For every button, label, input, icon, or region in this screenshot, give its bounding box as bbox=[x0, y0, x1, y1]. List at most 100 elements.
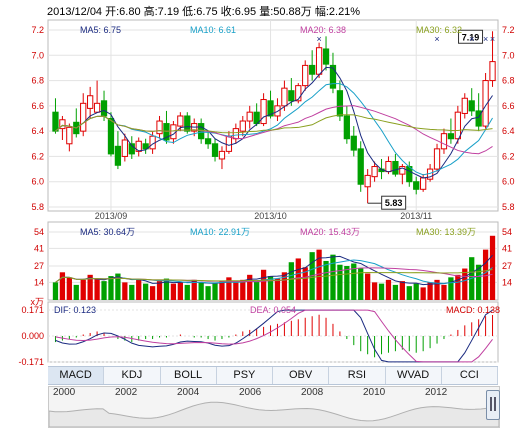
tab-kdj[interactable]: KDJ bbox=[104, 367, 161, 384]
candle-body bbox=[114, 145, 122, 166]
macd-ytick: 0.000 bbox=[21, 331, 44, 341]
volume-bar bbox=[371, 282, 378, 300]
volume-bar bbox=[448, 277, 454, 300]
volume-ytick-left: 54 bbox=[34, 227, 44, 237]
candle-body bbox=[343, 115, 350, 140]
volume-axis-labels: 54 54 41 41 27 27 14 14 x万 bbox=[30, 227, 512, 307]
volume-bar bbox=[191, 279, 197, 300]
candle-body bbox=[100, 100, 108, 117]
macd-axis-labels: 0.171 0.000 -0.171 bbox=[18, 305, 44, 366]
candle-body bbox=[204, 138, 212, 145]
volume-ytick-right: 54 bbox=[502, 227, 512, 237]
volume-bar bbox=[385, 279, 392, 300]
ma5-line bbox=[55, 66, 493, 179]
tab-boll[interactable]: BOLL bbox=[161, 367, 217, 384]
volume-legend-item: MA5: 30.64万 bbox=[80, 227, 135, 237]
price-ytick-left: 5.8 bbox=[31, 202, 44, 212]
macd-panel-frame bbox=[47, 301, 499, 363]
candle-body bbox=[440, 133, 448, 150]
volume-bar bbox=[399, 281, 405, 300]
navigator-year-label: 2006 bbox=[239, 387, 262, 398]
volume-bar bbox=[108, 276, 114, 300]
price-ytick-left: 6.2 bbox=[31, 151, 44, 161]
candle-body bbox=[232, 128, 239, 140]
candle-body bbox=[482, 80, 489, 127]
macd-ytick: -0.171 bbox=[18, 357, 44, 366]
volume-bar bbox=[226, 277, 232, 300]
volume-bar bbox=[177, 282, 183, 300]
volume-bar bbox=[330, 254, 336, 300]
volume-bar bbox=[87, 274, 93, 300]
volume-bar bbox=[73, 284, 79, 300]
event-marker-icon: × bbox=[434, 34, 439, 44]
event-marker-icon: × bbox=[490, 34, 495, 44]
navigator-sparkline bbox=[49, 401, 499, 427]
dea-line bbox=[55, 309, 493, 363]
event-marker-icon: × bbox=[316, 34, 321, 44]
candle-body bbox=[420, 177, 427, 190]
volume-bar bbox=[219, 281, 225, 300]
time-navigator[interactable]: 2000 2002 2004 2006 2008 2010 2012 bbox=[48, 386, 500, 428]
volume-bar bbox=[260, 269, 267, 300]
candle-body bbox=[107, 118, 115, 155]
candle-body bbox=[371, 166, 378, 178]
volume-bar bbox=[441, 284, 447, 300]
price-ytick-left: 7.0 bbox=[31, 50, 44, 60]
candle-body bbox=[177, 115, 184, 127]
candle-body bbox=[357, 148, 364, 185]
volume-bar bbox=[476, 264, 482, 300]
volume-bar bbox=[170, 283, 177, 300]
price-panel-frame bbox=[47, 19, 499, 212]
volume-bar bbox=[94, 278, 100, 300]
price-ytick-right: 7.0 bbox=[502, 50, 515, 60]
volume-bar bbox=[413, 283, 419, 300]
candle-body bbox=[163, 123, 170, 141]
volume-bar bbox=[482, 249, 489, 300]
price-ytick-left: 7.2 bbox=[31, 25, 44, 35]
volume-ma30-line bbox=[55, 269, 493, 283]
volume-bar bbox=[358, 268, 364, 300]
price-ytick-right: 6.0 bbox=[502, 177, 515, 187]
candle-body bbox=[135, 140, 142, 152]
volume-bar bbox=[267, 276, 274, 300]
candle-body bbox=[87, 95, 94, 109]
stock-chart: 7.2 7.2 7.0 7.0 6.8 6.8 6.6 6.6 6.4 6.4 6.2 6.2 6.0 6… bbox=[18, 19, 515, 366]
ma30-line bbox=[55, 114, 493, 134]
volume-bar bbox=[52, 282, 59, 300]
tab-macd[interactable]: MACD bbox=[48, 367, 105, 384]
volume-bar bbox=[143, 283, 149, 300]
volume-ytick-left: 41 bbox=[34, 243, 44, 253]
price-xtick: 2013/10 bbox=[254, 211, 287, 221]
tab-cci[interactable]: CCI bbox=[442, 367, 498, 384]
volume-bar bbox=[205, 286, 211, 300]
tab-psy[interactable]: PSY bbox=[217, 367, 273, 384]
low-box bbox=[381, 195, 407, 210]
volume-bar bbox=[323, 260, 329, 300]
candle-body bbox=[399, 166, 406, 175]
candle-body bbox=[309, 64, 316, 75]
volume-bar bbox=[365, 273, 371, 300]
candle-body bbox=[142, 143, 149, 150]
navigator-year-label: 2000 bbox=[53, 387, 76, 398]
volume-bar bbox=[136, 279, 142, 300]
volume-bar bbox=[59, 272, 66, 300]
volume-ytick-right: 41 bbox=[502, 243, 512, 253]
tab-obv[interactable]: OBV bbox=[273, 367, 330, 384]
tab-rsi[interactable]: RSI bbox=[329, 367, 386, 384]
volume-ytick-left: 27 bbox=[34, 261, 44, 271]
candle-body bbox=[211, 143, 219, 157]
volume-legend: MA5: 30.64万 MA10: 22.91万 MA20: 15.43万 MA30:… bbox=[80, 227, 476, 237]
volume-ytick-right: 27 bbox=[502, 261, 512, 271]
price-ytick-left: 6.0 bbox=[31, 177, 44, 187]
candle-body bbox=[364, 174, 371, 188]
tab-wvad[interactable]: WVAD bbox=[386, 367, 442, 384]
price-legend-item: MA30: 6.32 bbox=[416, 25, 462, 35]
volume-bar bbox=[378, 283, 385, 300]
price-xtick: 2013/11 bbox=[400, 211, 432, 221]
volume-bar bbox=[122, 282, 128, 300]
candle-body bbox=[253, 111, 260, 125]
volume-bars bbox=[52, 235, 496, 300]
candle-body bbox=[184, 115, 191, 132]
navigator-year-label: 2004 bbox=[177, 387, 200, 398]
navigator-drag-handle[interactable] bbox=[486, 390, 500, 420]
